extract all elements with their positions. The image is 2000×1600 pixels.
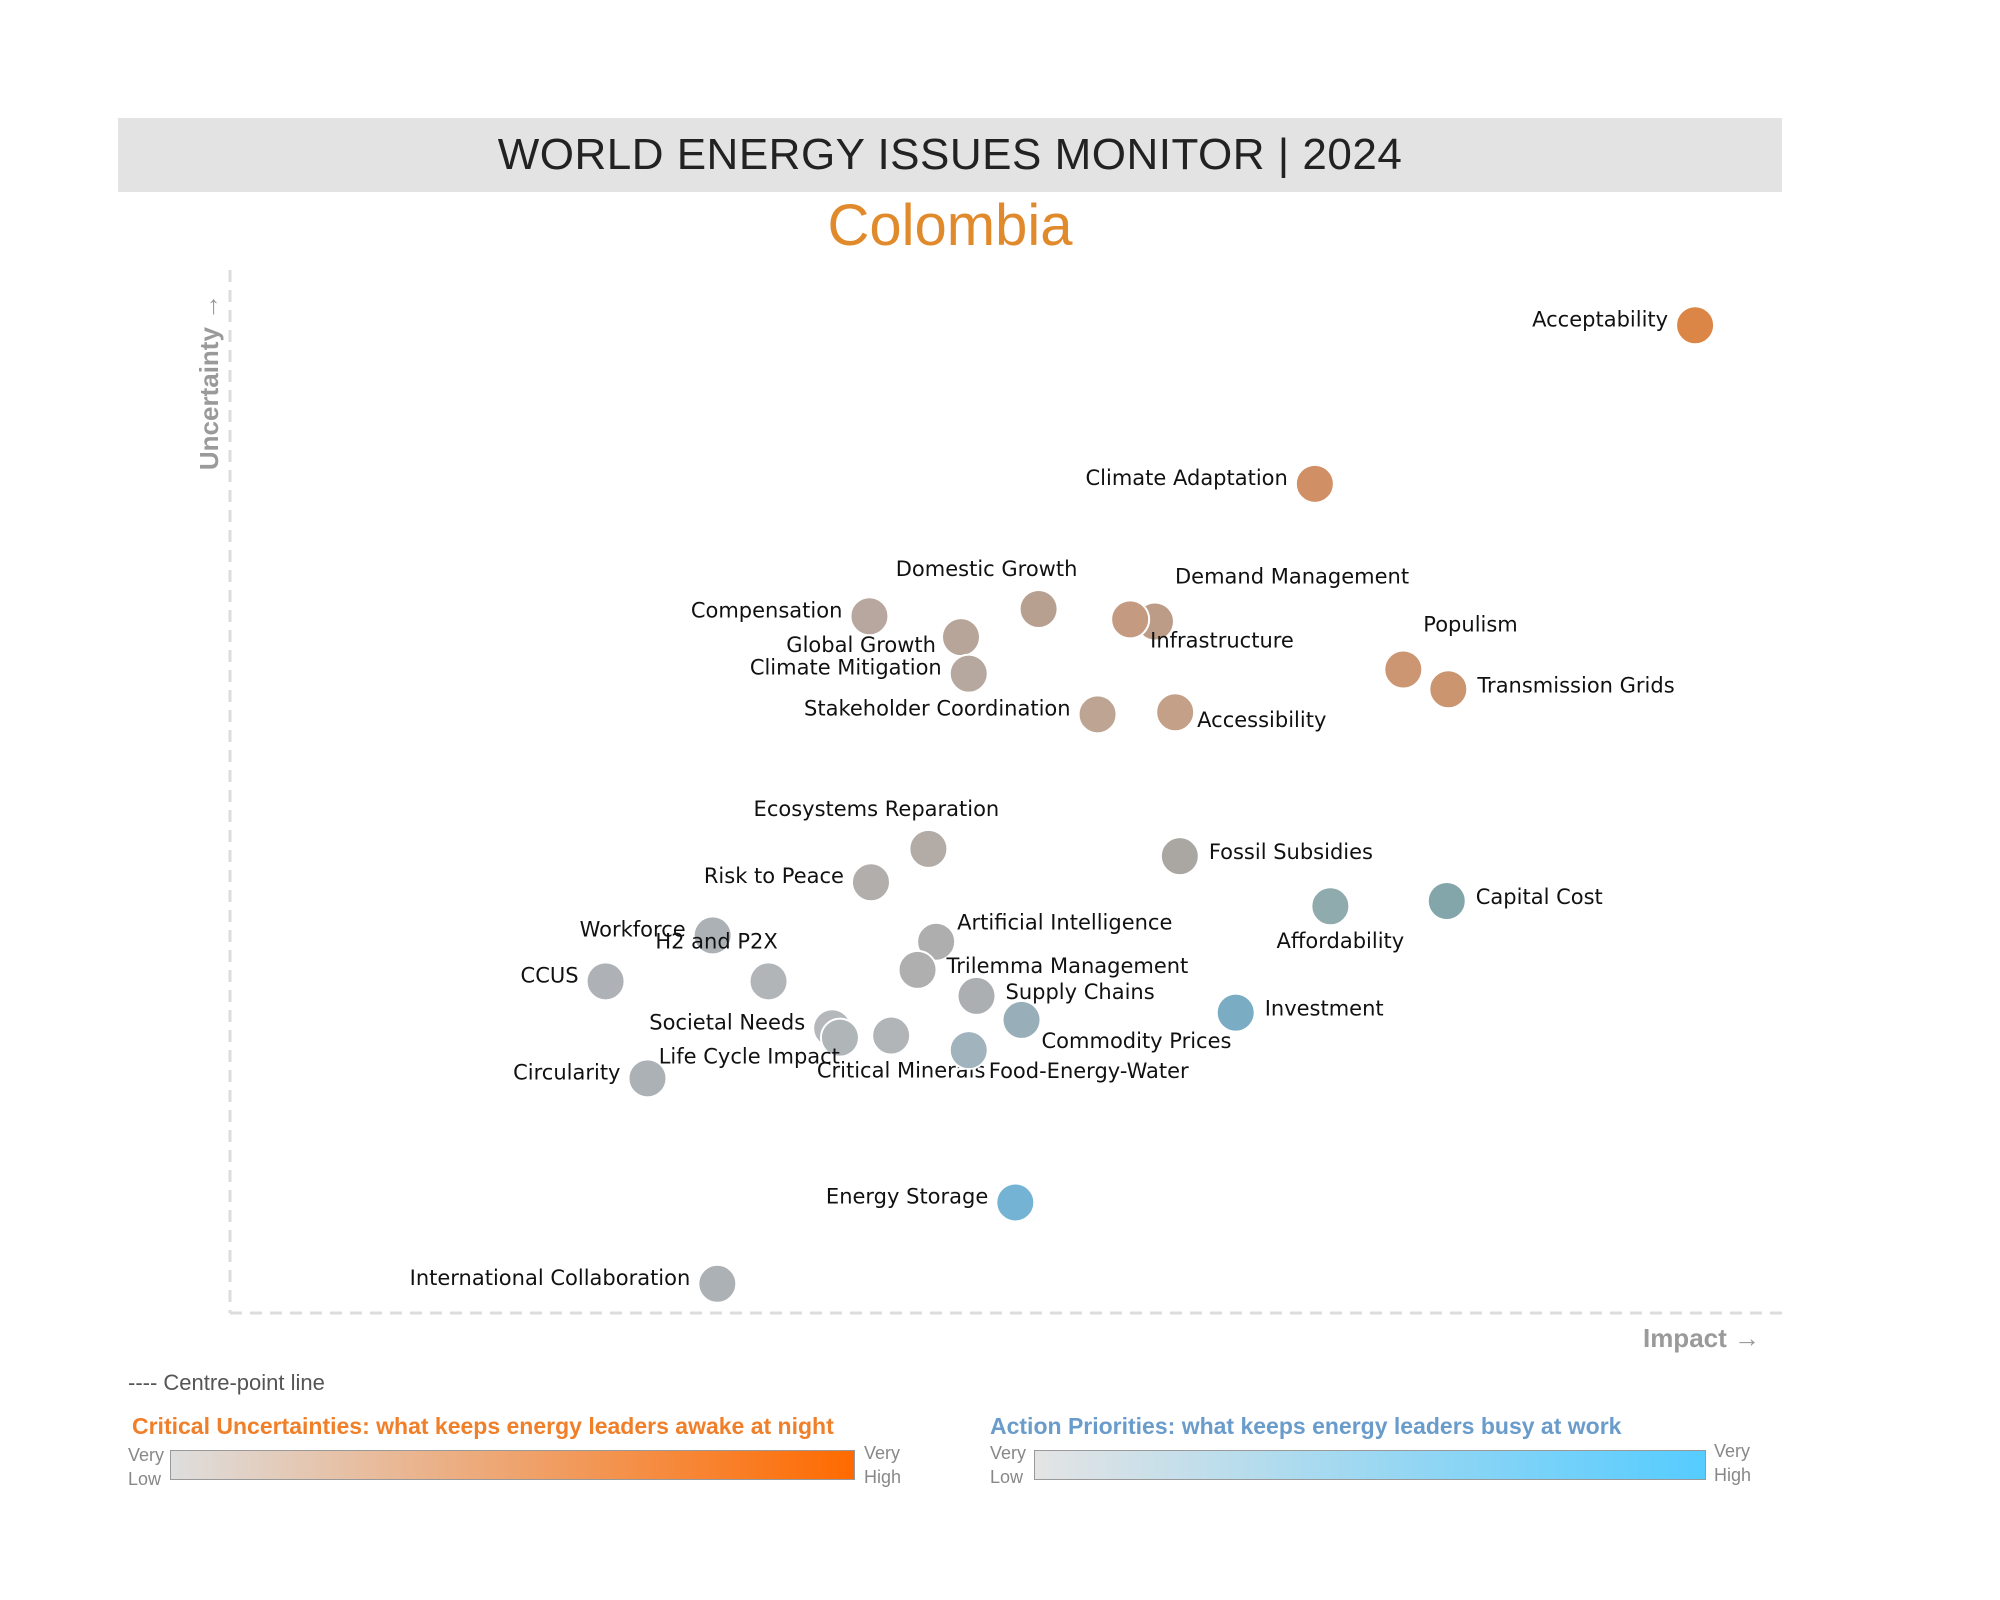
point-label-life-cycle-impact: Life Cycle Impact bbox=[659, 1045, 840, 1069]
point-label-food-energy-water: Food-Energy-Water bbox=[989, 1059, 1189, 1083]
point-label-fossil-subsidies: Fossil Subsidies bbox=[1209, 840, 1373, 864]
point-infrastructure[interactable] bbox=[1110, 599, 1151, 640]
title-bar: WORLD ENERGY ISSUES MONITOR | 2024 bbox=[118, 118, 1782, 192]
point-compensation[interactable] bbox=[849, 596, 890, 637]
point-label-demand-management: Demand Management bbox=[1175, 564, 1409, 588]
point-label-global-growth: Global Growth bbox=[786, 633, 936, 657]
x-axis-title: Impact → bbox=[1643, 1323, 1760, 1353]
point-capital-cost[interactable] bbox=[1426, 881, 1467, 922]
point-label-international-collaboration: International Collaboration bbox=[410, 1266, 691, 1290]
critical-uncertainties-title: Critical Uncertainties: what keeps energ… bbox=[132, 1413, 834, 1439]
point-circularity[interactable] bbox=[627, 1058, 668, 1099]
point-international-collaboration[interactable] bbox=[697, 1263, 738, 1304]
point-global-growth[interactable] bbox=[940, 617, 981, 658]
point-label-domestic-growth: Domestic Growth bbox=[896, 557, 1078, 581]
point-label-commodity-prices: Commodity Prices bbox=[1042, 1029, 1232, 1053]
point-label-workforce: Workforce bbox=[580, 917, 686, 941]
point-label-infrastructure: Infrastructure bbox=[1150, 628, 1294, 652]
point-commodity-prices[interactable] bbox=[1001, 999, 1042, 1040]
point-label-populism: Populism bbox=[1423, 612, 1517, 636]
point-label-affordability: Affordability bbox=[1277, 929, 1405, 953]
point-fossil-subsidies[interactable] bbox=[1159, 836, 1200, 877]
point-trilemma-management[interactable] bbox=[897, 949, 938, 990]
point-h2-and-p2x[interactable] bbox=[748, 961, 789, 1002]
point-food-energy-water[interactable] bbox=[948, 1030, 989, 1071]
point-label-acceptability: Acceptability bbox=[1532, 307, 1668, 331]
point-label-energy-storage: Energy Storage bbox=[826, 1184, 988, 1208]
action-scale-high-label: Very High bbox=[1714, 1441, 1752, 1485]
critical-scale-high-label: Very High bbox=[864, 1443, 902, 1487]
point-investment[interactable] bbox=[1215, 992, 1256, 1033]
point-label-circularity: Circularity bbox=[513, 1060, 620, 1084]
point-label-accessibility: Accessibility bbox=[1197, 708, 1326, 732]
point-workforce[interactable] bbox=[692, 915, 733, 956]
country-title: Colombia bbox=[827, 193, 1073, 258]
point-label-compensation: Compensation bbox=[691, 598, 843, 622]
point-label-stakeholder-coordination: Stakeholder Coordination bbox=[804, 696, 1071, 720]
action-priority-scale bbox=[1034, 1450, 1706, 1480]
point-transmission-grids[interactable] bbox=[1428, 669, 1469, 710]
point-climate-adaptation[interactable] bbox=[1294, 463, 1335, 504]
critical-uncertainty-scale bbox=[170, 1450, 855, 1480]
point-energy-storage[interactable] bbox=[995, 1182, 1036, 1223]
point-artificial-intelligence[interactable] bbox=[916, 921, 957, 962]
point-supply-chains[interactable] bbox=[956, 975, 997, 1016]
y-axis-title: Uncertainty → bbox=[194, 294, 224, 470]
centre-line-note: ---- Centre-point line bbox=[128, 1370, 325, 1395]
point-affordability[interactable] bbox=[1310, 886, 1351, 927]
point-label-climate-adaptation: Climate Adaptation bbox=[1086, 466, 1288, 490]
point-label-ccus: CCUS bbox=[521, 963, 579, 987]
action-priorities-title: Action Priorities: what keeps energy lea… bbox=[990, 1413, 1622, 1439]
point-label-societal-needs: Societal Needs bbox=[649, 1010, 805, 1034]
point-climate-mitigation[interactable] bbox=[948, 653, 989, 694]
point-critical-minerals[interactable] bbox=[871, 1015, 912, 1056]
chart-title: WORLD ENERGY ISSUES MONITOR | 2024 bbox=[497, 130, 1403, 179]
point-risk-to-peace[interactable] bbox=[850, 862, 891, 903]
point-label-artificial-intelligence: Artificial Intelligence bbox=[957, 911, 1172, 935]
point-label-h2-and-p2x: H2 and P2X bbox=[655, 929, 777, 953]
point-ccus[interactable] bbox=[585, 961, 626, 1002]
point-label-investment: Investment bbox=[1265, 997, 1384, 1021]
point-label-ecosystems-reparation: Ecosystems Reparation bbox=[754, 797, 1000, 821]
point-label-risk-to-peace: Risk to Peace bbox=[704, 864, 844, 888]
point-life-cycle-impact[interactable] bbox=[819, 1017, 860, 1058]
point-label-climate-mitigation: Climate Mitigation bbox=[750, 656, 942, 680]
point-label-transmission-grids: Transmission Grids bbox=[1476, 673, 1674, 697]
action-scale-low-label: Very Low bbox=[990, 1443, 1027, 1487]
point-stakeholder-coordination[interactable] bbox=[1077, 694, 1118, 735]
point-populism[interactable] bbox=[1383, 649, 1424, 690]
point-acceptability[interactable] bbox=[1675, 305, 1716, 346]
point-label-supply-chains: Supply Chains bbox=[1006, 980, 1155, 1004]
point-domestic-growth[interactable] bbox=[1018, 588, 1059, 629]
points-layer: Acceptability Climate Adaptation Domestic … bbox=[410, 305, 1716, 1304]
point-accessibility[interactable] bbox=[1155, 692, 1196, 733]
point-label-trilemma-management: Trilemma Management bbox=[946, 954, 1189, 978]
point-ecosystems-reparation[interactable] bbox=[908, 828, 949, 869]
point-label-capital-cost: Capital Cost bbox=[1476, 885, 1603, 909]
critical-scale-low-label: Very Low bbox=[128, 1445, 165, 1489]
